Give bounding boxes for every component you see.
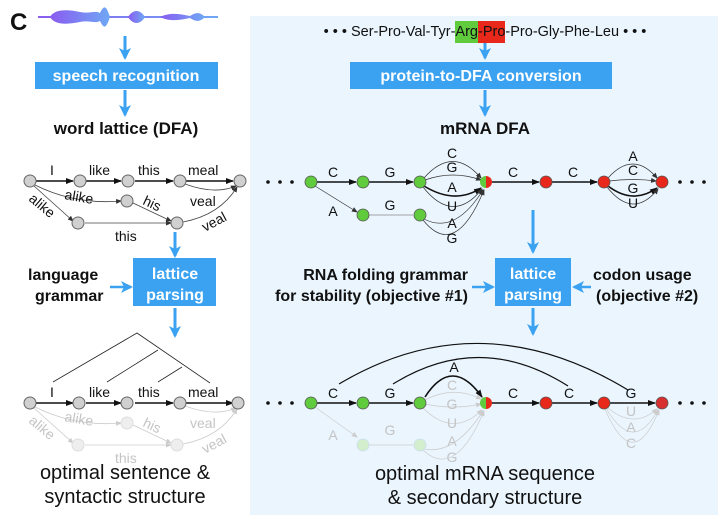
word-like: like — [89, 384, 110, 400]
right-caption-line1: optimal mRNA sequence — [375, 463, 595, 485]
result-lattice — [33, 400, 238, 448]
word-veal: veal — [190, 193, 216, 209]
objective1-line1: RNA folding grammar — [303, 267, 468, 284]
nt-label: A — [447, 433, 457, 449]
language-grammar-line2: grammar — [35, 288, 103, 305]
word-this-2: this — [115, 450, 137, 466]
ellipsis-dots — [266, 401, 706, 405]
nt-label: C — [564, 385, 574, 401]
left-caption-line1: optimal sentence & — [40, 462, 211, 484]
highlight-pro: Pro — [482, 21, 506, 43]
parse-tree — [52, 332, 211, 384]
word-veal-2: veal — [199, 208, 229, 234]
nt-label: A — [628, 148, 638, 164]
word-this: this — [138, 162, 160, 178]
lattice-parsing-line2: parsing — [504, 287, 562, 304]
left-pipeline: speech recognition word lattice (DFA) I … — [23, 36, 247, 508]
nt-label: G — [385, 197, 396, 213]
panel-letter: C — [10, 9, 27, 36]
nt-label: U — [628, 195, 638, 211]
result-nodes — [304, 396, 669, 452]
word-meal: meal — [188, 162, 218, 178]
left-caption-line2: syntactic structure — [44, 486, 205, 508]
faint-nodes — [71, 416, 184, 452]
lattice-parsing-line1: lattice — [152, 266, 198, 283]
nt-label: A — [328, 203, 338, 219]
speech-recognition-label: speech recognition — [53, 68, 200, 85]
objective1-line2: for stability (objective #1) — [275, 288, 468, 305]
nt-label: C — [447, 145, 457, 161]
highlight-dash: - — [478, 21, 483, 43]
nt-label: A — [447, 179, 457, 195]
protein-to-dfa-box — [350, 62, 612, 89]
word-like: like — [89, 162, 110, 178]
nt-label: G — [447, 396, 458, 412]
word-veal: veal — [190, 415, 216, 431]
nt-label: U — [447, 415, 457, 431]
nt-label: G — [385, 164, 396, 180]
nt-label: C — [626, 435, 636, 451]
nt-label: A — [626, 419, 636, 435]
lattice-parsing-line1: lattice — [510, 266, 556, 283]
lattice-nodes — [23, 174, 247, 230]
word-i: I — [50, 162, 54, 178]
word-alike: alike — [63, 186, 94, 207]
protein-to-dfa-label: protein-to-DFA conversion — [380, 68, 581, 85]
mrna-dfa-edges — [314, 161, 659, 235]
nt-label: G — [447, 230, 458, 246]
word-this: this — [138, 384, 160, 400]
nt-label: A — [449, 359, 459, 375]
result-nodes — [23, 396, 245, 410]
lattice-parsing-box — [495, 258, 571, 306]
word-his: his — [141, 192, 164, 214]
audio-waveform-icon — [38, 7, 218, 27]
nt-label: C — [447, 377, 457, 393]
mrna-dfa-nodes — [304, 175, 669, 222]
word-i: I — [50, 384, 54, 400]
nt-label: G — [626, 385, 637, 401]
word-alike-2: alike — [26, 190, 59, 221]
word-meal: meal — [188, 384, 218, 400]
ellipsis-dots — [266, 180, 706, 184]
seq-prefix: • • • Ser-Pro-Val-Tyr- — [323, 24, 456, 40]
right-pipeline: protein-to-DFA conversion mRNA DFA — [266, 42, 706, 509]
nt-label: C — [628, 162, 638, 178]
nt-label: G — [385, 422, 396, 438]
nt-label: G — [628, 180, 639, 196]
lattice-parsing-box — [133, 258, 216, 306]
word-this-2: this — [115, 228, 137, 244]
word-alike-2: alike — [26, 412, 59, 443]
word-lattice-heading: word lattice (DFA) — [53, 119, 199, 138]
nt-label: C — [328, 385, 338, 401]
objective2-line1: codon usage — [593, 267, 692, 284]
protein-sequence: • • • Ser-Pro-Val-Tyr-Arg-Pro-Pro-Gly-Ph… — [290, 21, 680, 43]
nt-label: G — [447, 159, 458, 175]
nt-label: C — [508, 385, 518, 401]
word-veal-2: veal — [199, 430, 229, 456]
word-his: his — [141, 414, 164, 436]
speech-recognition-box — [35, 62, 218, 89]
nt-label: G — [447, 449, 458, 465]
nt-label: G — [385, 385, 396, 401]
right-caption-line2: & secondary structure — [388, 487, 583, 509]
lattice-parsing-line2: parsing — [146, 287, 204, 304]
nt-label: U — [447, 198, 457, 214]
word-alike: alike — [63, 408, 94, 429]
word-lattice — [33, 178, 238, 226]
objective2-line2: (objective #2) — [596, 288, 698, 305]
nt-label: C — [328, 164, 338, 180]
nt-label: U — [626, 403, 636, 419]
secondary-structure-arcs — [314, 342, 660, 460]
nt-label: A — [328, 427, 338, 443]
seq-suffix: -Pro-Gly-Phe-Leu • • • — [505, 24, 647, 40]
highlight-arg: Arg — [455, 21, 478, 43]
nt-label: C — [508, 164, 518, 180]
mrna-dfa-heading: mRNA DFA — [440, 119, 530, 138]
nt-label: C — [568, 164, 578, 180]
nt-label: A — [447, 215, 457, 231]
language-grammar-line1: language — [28, 267, 98, 284]
